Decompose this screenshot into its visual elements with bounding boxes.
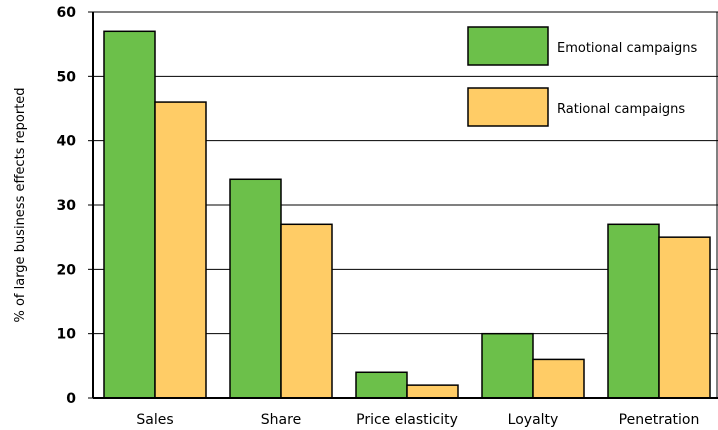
bar-rational bbox=[532, 358, 585, 399]
bar-emotional bbox=[481, 332, 534, 399]
bar-emotional bbox=[355, 371, 408, 399]
legend: Emotional campaigns Rational campaigns bbox=[467, 26, 698, 127]
bars bbox=[103, 30, 711, 399]
bar-rational bbox=[154, 101, 207, 399]
bar-emotional bbox=[607, 223, 660, 399]
y-tick-labels: 0 10 20 30 40 50 60 bbox=[57, 5, 93, 407]
bar-emotional bbox=[229, 178, 282, 399]
legend-label: Emotional campaigns bbox=[557, 41, 698, 56]
y-tick-label: 50 bbox=[57, 69, 77, 85]
x-tick-label: Penetration bbox=[619, 412, 700, 428]
x-tick-label: Share bbox=[261, 412, 301, 428]
legend-swatch bbox=[467, 26, 549, 66]
y-axis-title: % of large business effects reported bbox=[13, 87, 28, 322]
y-tick-label: 20 bbox=[57, 262, 77, 278]
x-tick-label: Loyalty bbox=[508, 412, 559, 428]
x-tick-labels: Sales Share Price elasticity Loyalty Penetra… bbox=[136, 412, 699, 428]
y-tick-label: 10 bbox=[57, 327, 77, 343]
y-tick-label: 30 bbox=[57, 198, 77, 214]
bar-rational bbox=[406, 384, 459, 399]
legend-label: Rational campaigns bbox=[557, 102, 685, 117]
legend-swatch bbox=[467, 87, 549, 127]
y-tick-label: 60 bbox=[57, 5, 77, 21]
x-tick-label: Sales bbox=[136, 412, 173, 428]
y-tick-label: 40 bbox=[57, 134, 77, 150]
y-tick-label: 0 bbox=[66, 391, 76, 407]
bar-emotional bbox=[103, 30, 156, 399]
x-tick-label: Price elasticity bbox=[356, 412, 458, 428]
bar-rational bbox=[658, 236, 711, 399]
bar-rational bbox=[280, 223, 333, 399]
